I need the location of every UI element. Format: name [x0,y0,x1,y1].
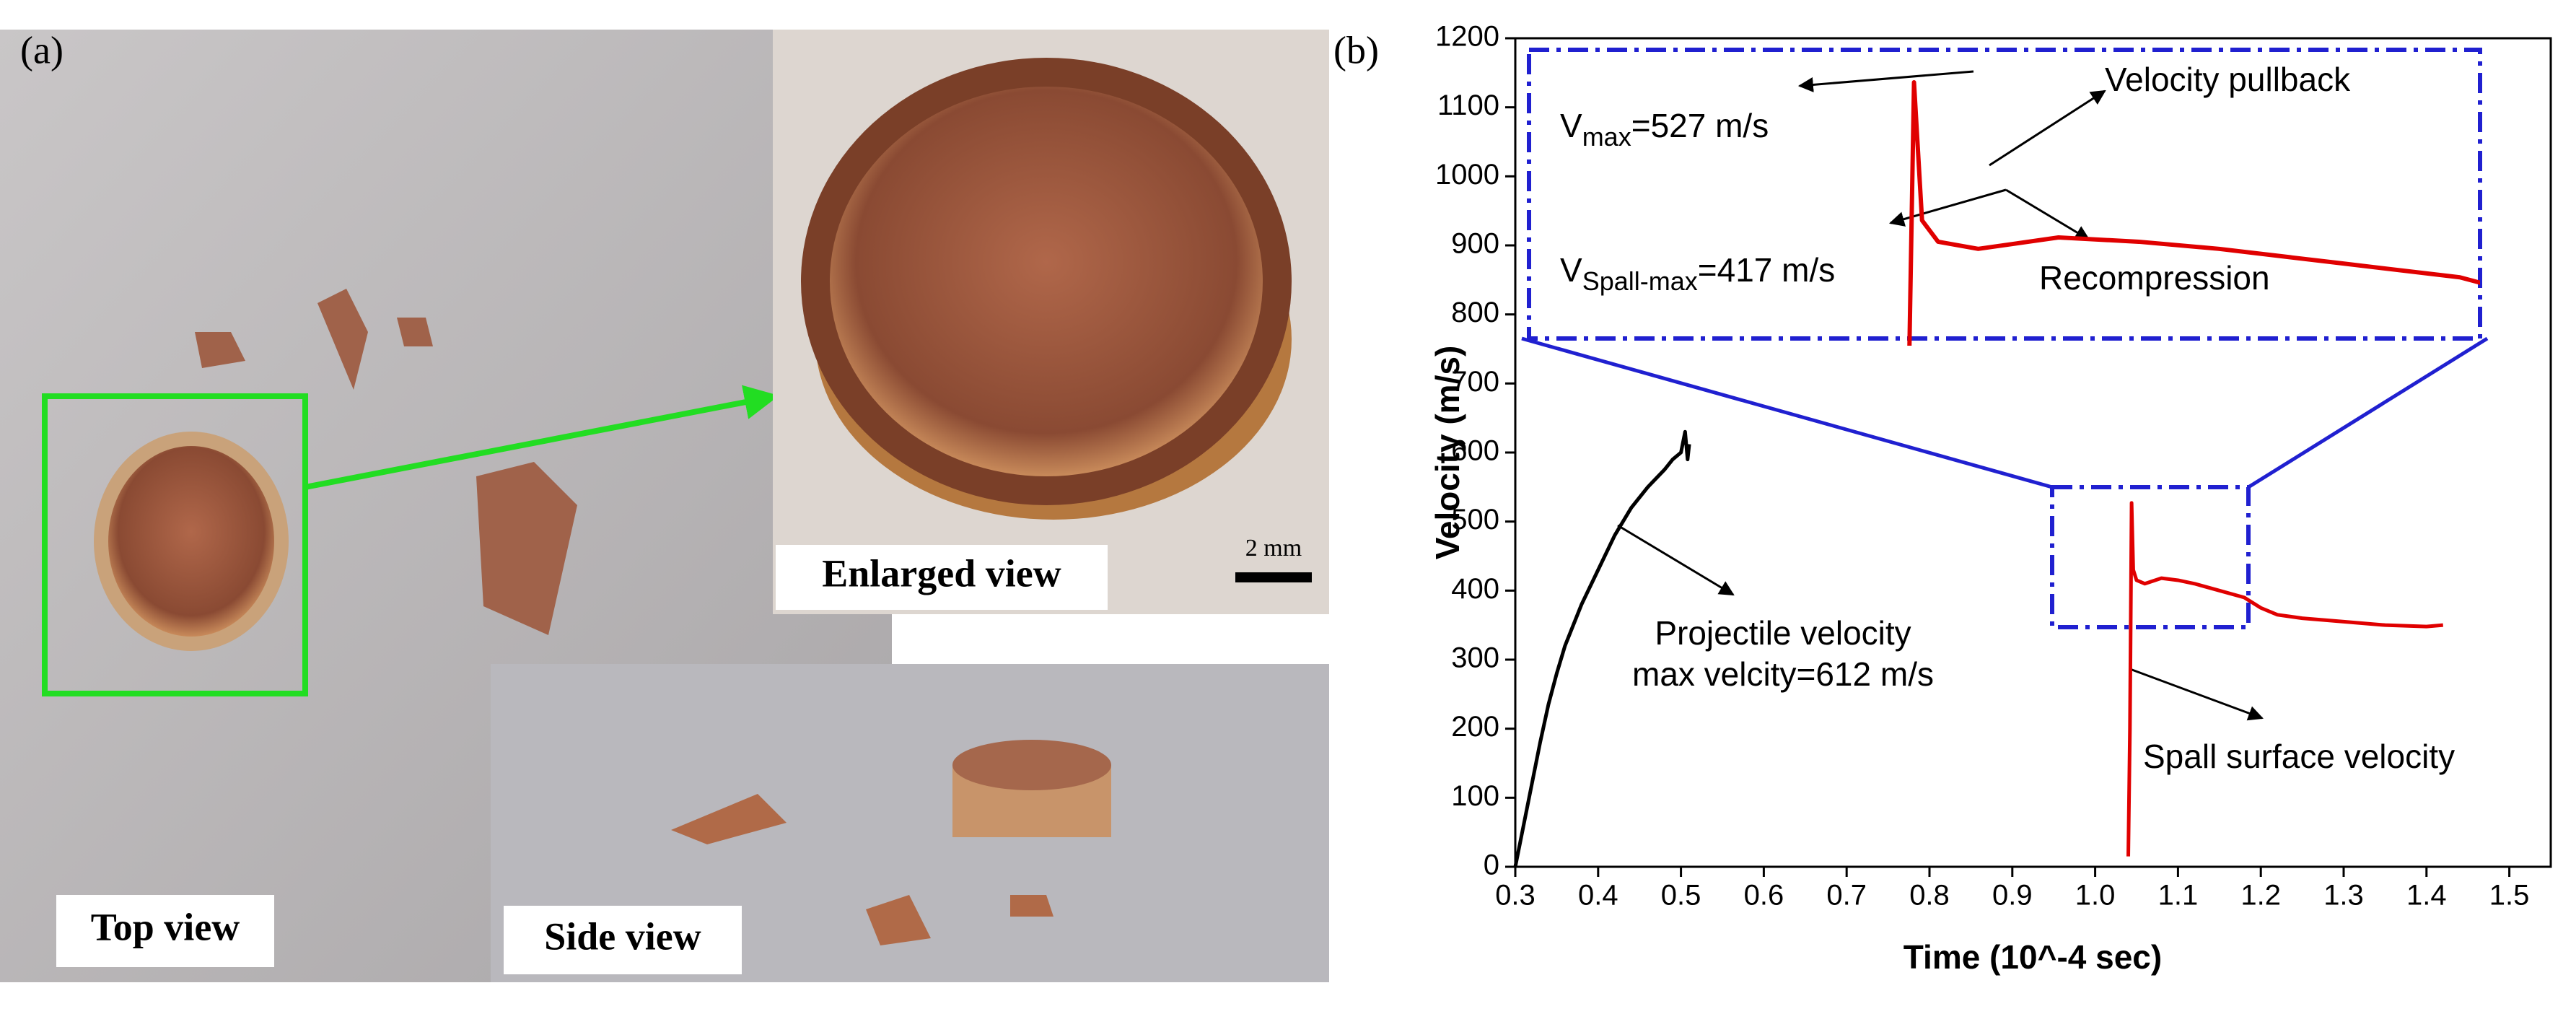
scale-label: 2 mm [1245,535,1302,561]
annotation: Vmax=527 m/s [1560,107,1769,151]
y-tick-label: 1100 [1437,89,1499,121]
fragments [195,289,577,635]
zoom-box [2050,485,2251,629]
annotation: Projectile velocity [1655,614,1911,652]
x-tick-label: 1.1 [2158,880,2199,912]
arrow [1617,524,1735,596]
zoom-connector [2247,336,2489,489]
y-tick-label: 400 [1451,573,1499,605]
y-axis-title: Velocity (m/s) [1429,346,1466,560]
annotation: Velocity pullback [2105,61,2351,98]
y-tick-label: 100 [1451,780,1499,812]
y-tick-label: 600 [1451,435,1499,467]
x-tick-label: 0.7 [1826,880,1867,912]
sample [952,740,1111,790]
y-tick-label: 900 [1451,228,1499,260]
y-tick-label: 700 [1451,366,1499,398]
arrow [1797,70,1974,92]
label-bg [776,545,1108,610]
annotation: Spall surface velocity [2143,738,2455,775]
sample [108,446,274,637]
y-tick-label: 800 [1451,297,1499,328]
photo-panel: Top view Enlarged view Side view 2 mm (a… [0,28,1329,982]
arrow [305,385,779,490]
x-tick-label: 1.5 [2489,880,2530,912]
arrow [2005,188,2090,241]
annotation: Recompression [2039,259,2270,297]
arrow [2129,668,2264,721]
highlight-box [42,393,308,696]
y-tick-label: 1000 [1435,159,1499,191]
x-tick-label: 1.0 [2075,880,2116,912]
x-tick-label: 1.2 [2240,880,2281,912]
panel-label: (a) [20,28,63,71]
label-bg [504,906,742,974]
y-tick-label: 500 [1451,504,1499,536]
x-axis-title: Time (10^-4 sec) [1903,938,2162,976]
series-line [2126,501,2443,857]
label-bg [56,895,274,967]
x-tick-label: 0.4 [1578,880,1618,912]
inset-line [1907,80,2480,346]
y-tick-label: 300 [1451,642,1499,674]
panel-label: (b) [1333,28,1379,71]
y-tick-label: 1200 [1435,21,1499,53]
series-line [1513,429,1691,868]
zoom-connector [1521,336,2053,489]
sample [830,87,1263,476]
inset-box [1527,48,2482,341]
photo-label: Top view [91,905,240,948]
x-tick-label: 0.3 [1495,880,1535,912]
y-tick-label: 0 [1484,849,1499,881]
x-tick-label: 1.4 [2406,880,2447,912]
chart: (b) Vmax=527 m/s VSpall-max=417 m/s Velo… [1333,21,2552,976]
arrow [1888,188,2007,227]
x-tick-label: 0.6 [1744,880,1784,912]
photo-label: Side view [544,914,701,958]
x-tick-label: 0.9 [1992,880,2033,912]
x-tick-label: 1.3 [2323,880,2364,912]
arrow [1989,89,2106,167]
annotation: max velcity=612 m/s [1632,655,1934,693]
x-tick-label: 0.5 [1661,880,1701,912]
y-tick-label: 200 [1451,711,1499,743]
x-tick-label: 0.8 [1909,880,1950,912]
photo-label: Enlarged view [822,551,1061,595]
annotation: VSpall-max=417 m/s [1560,251,1835,295]
